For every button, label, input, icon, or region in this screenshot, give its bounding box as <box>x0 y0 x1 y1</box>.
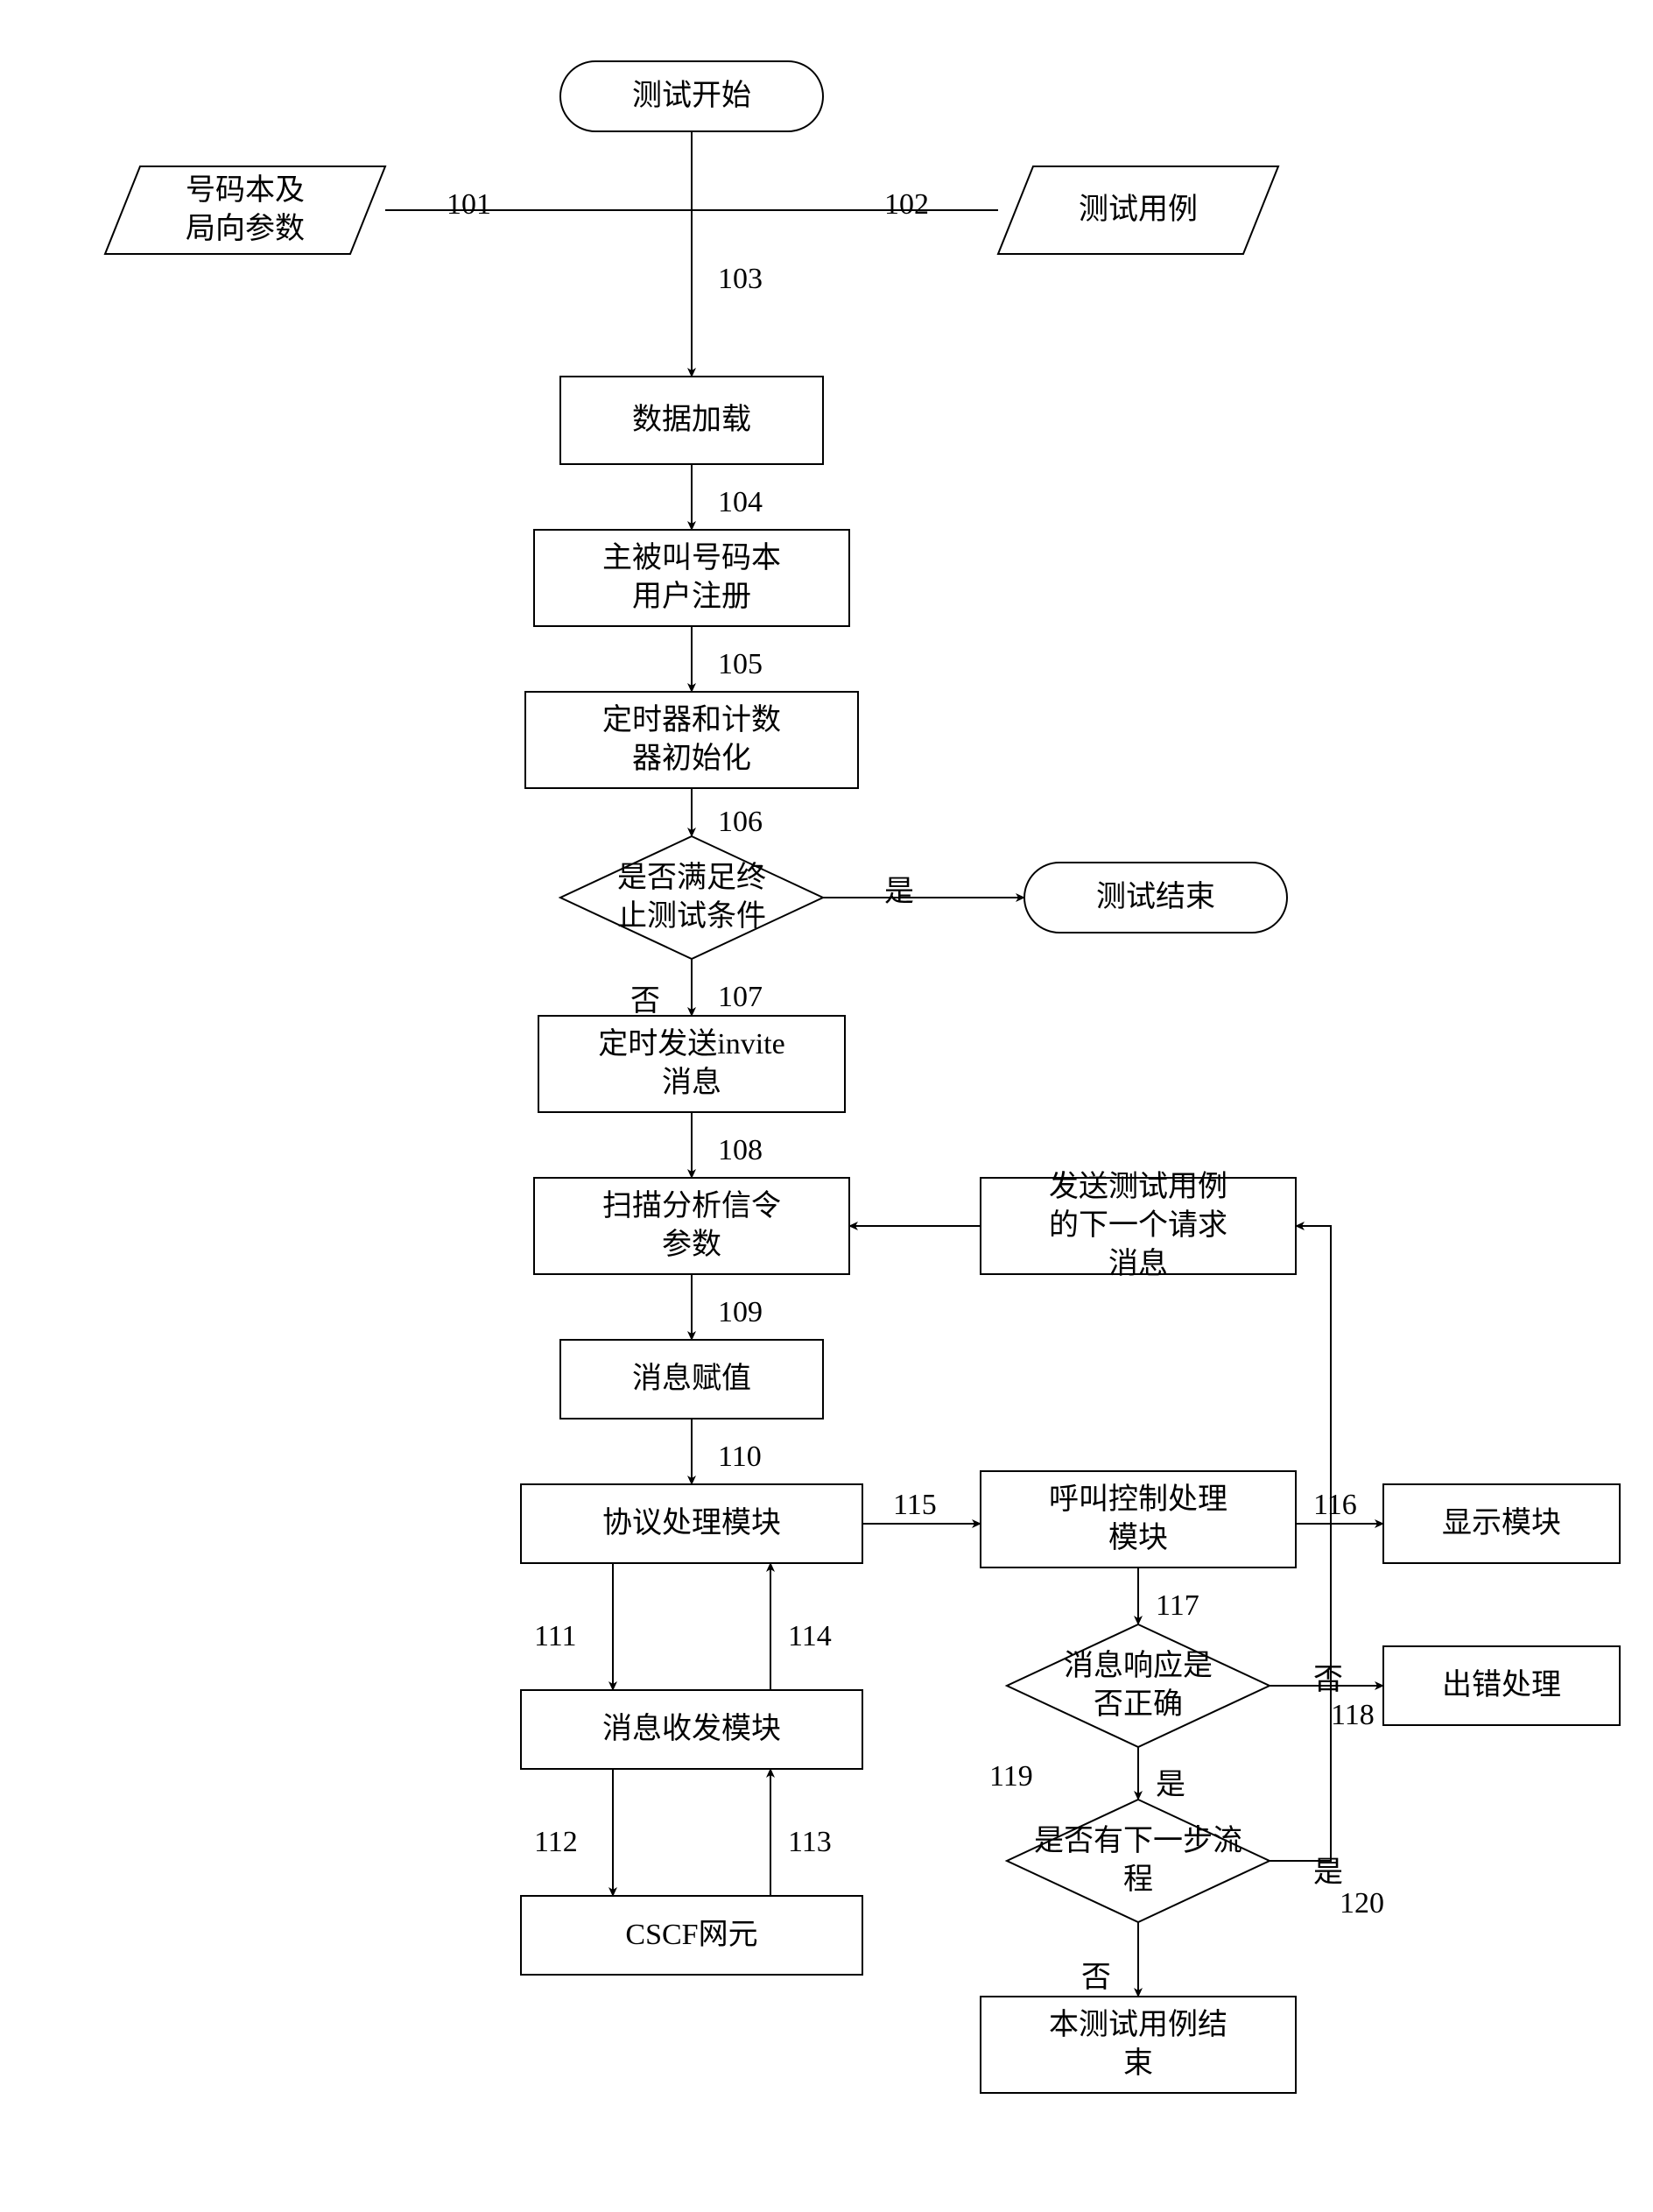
edge-label-120: 120 <box>1340 1887 1384 1920</box>
edge-label-111: 111 <box>534 1620 576 1653</box>
edge-label-106: 106 <box>718 806 763 839</box>
edge-label-108: 108 <box>718 1134 763 1167</box>
node-assign: 消息赋值 <box>560 1340 823 1419</box>
branch-label-next_no: 否 <box>1081 1953 1111 1996</box>
node-protocol: 协议处理模块 <box>521 1484 862 1563</box>
node-register: 主被叫号码本用户注册 <box>534 530 849 626</box>
node-in-left: 号码本及局向参数 <box>105 166 385 254</box>
node-sendrecv: 消息收发模块 <box>521 1690 862 1769</box>
edge-label-116: 116 <box>1313 1489 1357 1522</box>
node-display: 显示模块 <box>1383 1484 1620 1563</box>
node-cond-next: 是否有下一步流程 <box>1007 1800 1270 1922</box>
edge-label-110: 110 <box>718 1441 762 1474</box>
node-load: 数据加载 <box>560 377 823 464</box>
node-start: 测试开始 <box>560 61 823 131</box>
edge-label-115: 115 <box>893 1489 937 1522</box>
node-case-end: 本测试用例结束 <box>981 1997 1296 2093</box>
edge-label-103: 103 <box>718 263 763 296</box>
branch-label-stop_yes: 是 <box>884 867 914 910</box>
node-cscf: CSCF网元 <box>521 1896 862 1975</box>
edge-label-104: 104 <box>718 486 763 519</box>
node-scan: 扫描分析信令参数 <box>534 1178 849 1274</box>
node-in-right: 测试用例 <box>998 166 1278 254</box>
branch-label-resp_yes: 是 <box>1156 1760 1185 1803</box>
node-cond-stop: 是否满足终止测试条件 <box>560 836 823 959</box>
node-end: 测试结束 <box>1024 863 1287 933</box>
branch-label-resp_no: 否 <box>1313 1655 1343 1698</box>
node-next-req: 发送测试用例的下一个请求消息 <box>981 1178 1296 1274</box>
edge-label-109: 109 <box>718 1296 763 1329</box>
edge-label-117: 117 <box>1156 1589 1199 1623</box>
branch-label-next_yes: 是 <box>1313 1848 1343 1891</box>
edge-label-112: 112 <box>534 1826 578 1859</box>
edge-label-119: 119 <box>989 1760 1033 1793</box>
edge-label-114: 114 <box>788 1620 832 1653</box>
edge-label-118: 118 <box>1331 1699 1375 1732</box>
edge-label-113: 113 <box>788 1826 832 1859</box>
node-timer-init: 定时器和计数器初始化 <box>525 692 858 788</box>
edge-label-107: 107 <box>718 981 763 1014</box>
edge-label-105: 105 <box>718 648 763 681</box>
node-cond-resp: 消息响应是否正确 <box>1007 1624 1270 1747</box>
node-error: 出错处理 <box>1383 1646 1620 1725</box>
branch-label-stop_no: 否 <box>630 976 660 1019</box>
node-send-invite: 定时发送invite消息 <box>538 1016 845 1112</box>
node-callctrl: 呼叫控制处理模块 <box>981 1471 1296 1567</box>
edge-label-101: 101 <box>447 188 491 222</box>
edge-label-102: 102 <box>884 188 929 222</box>
